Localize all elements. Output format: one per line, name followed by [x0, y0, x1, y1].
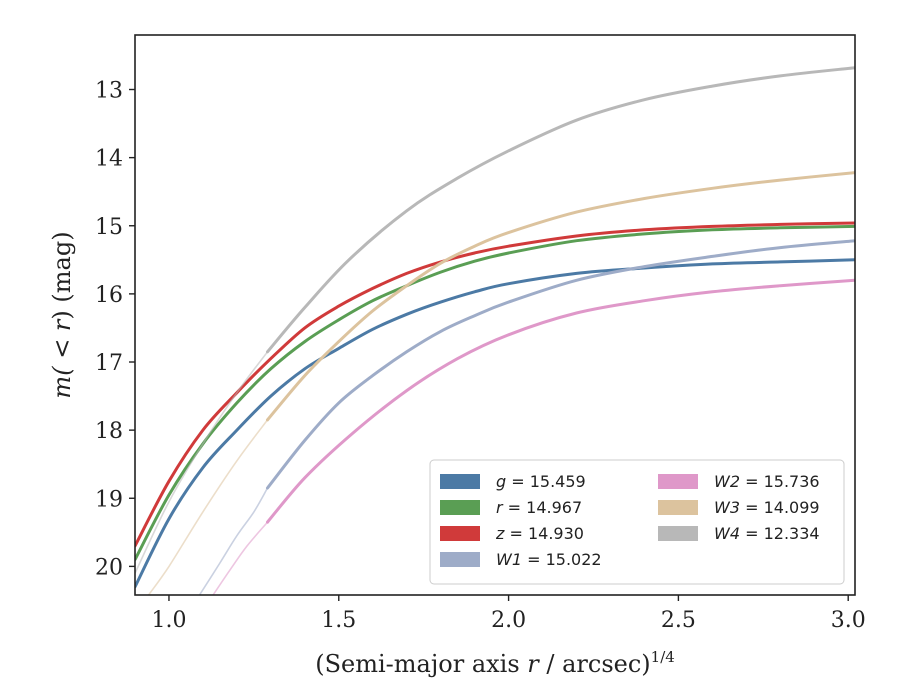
legend-label-w1: W1 = 15.022 — [496, 550, 602, 569]
x-tick-label: 1.0 — [151, 608, 186, 633]
series-w3-line — [266, 171, 855, 422]
y-tick-label: 18 — [95, 419, 123, 444]
legend: g = 15.459 r = 14.967 z = 14.930 W1 = 15.02… — [429, 459, 845, 585]
y-tick-label: 20 — [95, 555, 123, 580]
series-w1-extrapolation — [198, 487, 269, 595]
legend-box — [429, 459, 845, 585]
legend-label-w3: W3 = 14.099 — [714, 498, 820, 517]
series-layer — [135, 66, 855, 595]
x-tick-label: 2.0 — [491, 608, 526, 633]
series-g-line — [135, 258, 855, 589]
y-tick-label: 13 — [95, 79, 123, 104]
plot-frame — [134, 34, 856, 596]
series-w2-extrapolation — [212, 521, 269, 595]
x-tick-label: 1.5 — [321, 608, 356, 633]
ticks-layer: 1.0 1.5 2.0 2.5 3.0 13 14 15 16 17 18 19 20 — [95, 79, 866, 633]
series-w4-line — [266, 66, 855, 354]
y-tick-label: 17 — [95, 351, 123, 376]
legend-label-r: r = 14.967 — [496, 498, 582, 517]
y-tick-label: 14 — [95, 147, 123, 172]
y-axis-label: m( < r) (mag) — [48, 231, 76, 398]
series-w2-line — [266, 278, 855, 524]
y-tick-label: 16 — [95, 283, 123, 308]
legend-swatch-w4 — [658, 526, 698, 541]
x-tick-label: 2.5 — [661, 608, 696, 633]
legend-swatch-w3 — [658, 500, 698, 515]
series-w4-extrapolation — [135, 351, 269, 574]
legend-swatch-z — [440, 526, 480, 541]
series-z-line — [135, 221, 855, 548]
series-w1-line — [266, 239, 855, 490]
legend-label-g: g = 15.459 — [496, 472, 586, 491]
legend-swatch-g — [440, 474, 480, 489]
legend-label-w2: W2 = 15.736 — [714, 472, 820, 491]
legend-swatch-w1 — [440, 552, 480, 567]
legend-label-w4: W4 = 12.334 — [714, 524, 820, 543]
y-tick-label: 19 — [95, 487, 123, 512]
legend-swatch-w2 — [658, 474, 698, 489]
x-tick-label: 3.0 — [831, 608, 866, 633]
legend-swatch-r — [440, 500, 480, 515]
x-axis-label: (Semi-major axis r / arcsec)1/4 — [315, 648, 675, 678]
y-tick-label: 15 — [95, 215, 123, 240]
series-w3-extrapolation — [147, 419, 269, 595]
legend-label-z: z = 14.930 — [495, 524, 584, 543]
